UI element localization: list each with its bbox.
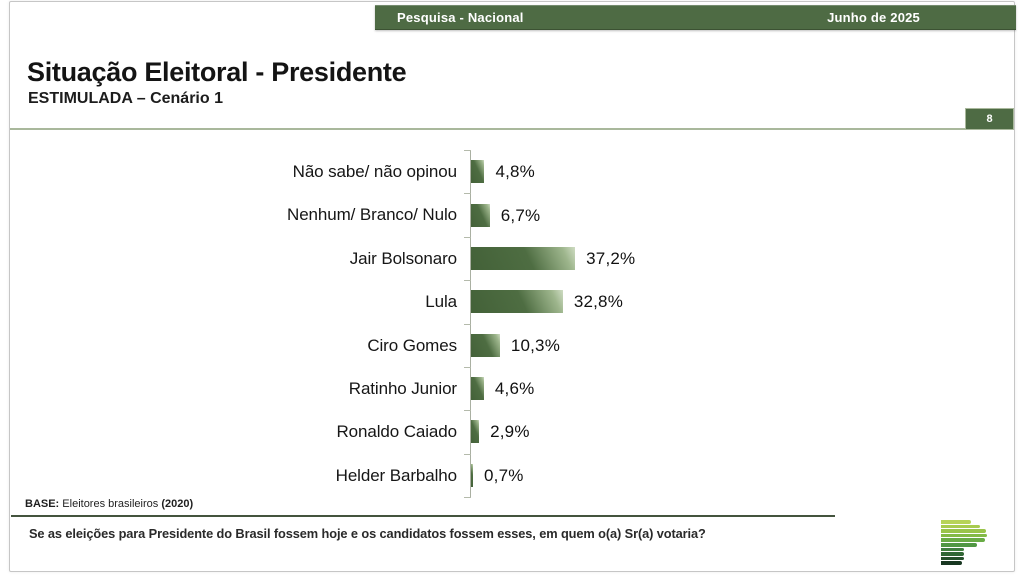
axis-tick bbox=[464, 497, 471, 498]
bar bbox=[471, 203, 490, 227]
pesquisas-logo bbox=[941, 520, 993, 566]
value-label: 6,7% bbox=[500, 205, 541, 225]
header-bar: Pesquisa - Nacional Junho de 2025 bbox=[375, 5, 1016, 30]
axis-tick bbox=[464, 193, 471, 194]
axis-tick bbox=[464, 280, 471, 281]
header-left-label: Pesquisa - Nacional bbox=[397, 9, 524, 25]
chart-row: Ciro Gomes 10,3% bbox=[0, 324, 1024, 367]
value-label: 2,9% bbox=[490, 422, 530, 442]
title-divider bbox=[10, 128, 965, 130]
base-note: BASE: Eleitores brasileiros (2020) bbox=[25, 498, 193, 510]
axis-tick bbox=[464, 237, 471, 238]
bar-chart: Não sabe/ não opinou 4,8% Nenhum/ Branco/ … bbox=[0, 150, 1024, 498]
logo-stripe bbox=[941, 547, 964, 552]
logo-stripe bbox=[941, 524, 980, 529]
chart-axis bbox=[470, 150, 471, 497]
slide-frame bbox=[9, 1, 1015, 572]
axis-tick bbox=[464, 410, 471, 411]
category-label: Jair Bolsonaro bbox=[349, 248, 457, 268]
logo-stripe bbox=[941, 538, 985, 542]
chart-row: Nenhum/ Branco/ Nulo 6,7% bbox=[0, 193, 1024, 236]
logo-stripe bbox=[941, 520, 971, 524]
page-subtitle: ESTIMULADA – Cenário 1 bbox=[28, 90, 223, 107]
category-label: Lula bbox=[425, 292, 457, 312]
category-label: Helder Barbalho bbox=[335, 465, 457, 485]
bar bbox=[471, 160, 485, 184]
logo-stripe bbox=[941, 543, 977, 547]
chart-row: Helder Barbalho 0,7% bbox=[0, 454, 1024, 497]
axis-tick bbox=[464, 324, 471, 325]
chart-row: Ratinho Junior 4,6% bbox=[0, 367, 1024, 410]
value-label: 4,6% bbox=[494, 379, 535, 399]
bar bbox=[471, 463, 473, 487]
chart-row: Jair Bolsonaro 37,2% bbox=[0, 237, 1024, 280]
page-title: Situação Eleitoral - Presidente bbox=[27, 57, 407, 87]
base-year: (2020) bbox=[161, 498, 194, 510]
logo-stripe bbox=[941, 561, 962, 565]
footer-divider bbox=[11, 515, 835, 517]
header-right-label: Junho de 2025 bbox=[827, 9, 920, 25]
chart-row: Lula 32,8% bbox=[0, 280, 1024, 323]
value-label: 0,7% bbox=[484, 465, 524, 485]
category-label: Ronaldo Caiado bbox=[336, 422, 457, 442]
logo-stripe bbox=[941, 529, 986, 533]
axis-tick bbox=[464, 454, 471, 455]
category-label: Ratinho Junior bbox=[348, 378, 457, 398]
category-label: Ciro Gomes bbox=[367, 335, 457, 355]
logo-stripe bbox=[941, 552, 964, 556]
axis-tick bbox=[464, 150, 471, 151]
category-label: Nenhum/ Branco/ Nulo bbox=[287, 205, 457, 225]
bar bbox=[471, 246, 576, 270]
bar bbox=[471, 377, 484, 401]
base-text: Eleitores brasileiros bbox=[59, 498, 162, 510]
value-label: 32,8% bbox=[573, 292, 624, 312]
page-number-badge: 8 bbox=[965, 108, 1014, 130]
value-label: 10,3% bbox=[510, 335, 561, 355]
logo-stripe bbox=[941, 556, 964, 561]
base-prefix: BASE: bbox=[25, 498, 60, 510]
bar bbox=[471, 420, 480, 444]
bar bbox=[471, 333, 500, 357]
bar bbox=[471, 290, 563, 314]
value-label: 37,2% bbox=[586, 248, 636, 268]
category-label: Não sabe/ não opinou bbox=[292, 162, 457, 181]
chart-row: Não sabe/ não opinou 4,8% bbox=[0, 150, 1024, 193]
value-label: 4,8% bbox=[495, 162, 535, 182]
survey-question: Se as eleições para Presidente do Brasil… bbox=[29, 526, 706, 541]
chart-row: Ronaldo Caiado 2,9% bbox=[0, 410, 1024, 453]
axis-tick bbox=[464, 367, 471, 368]
logo-stripe bbox=[941, 533, 987, 538]
